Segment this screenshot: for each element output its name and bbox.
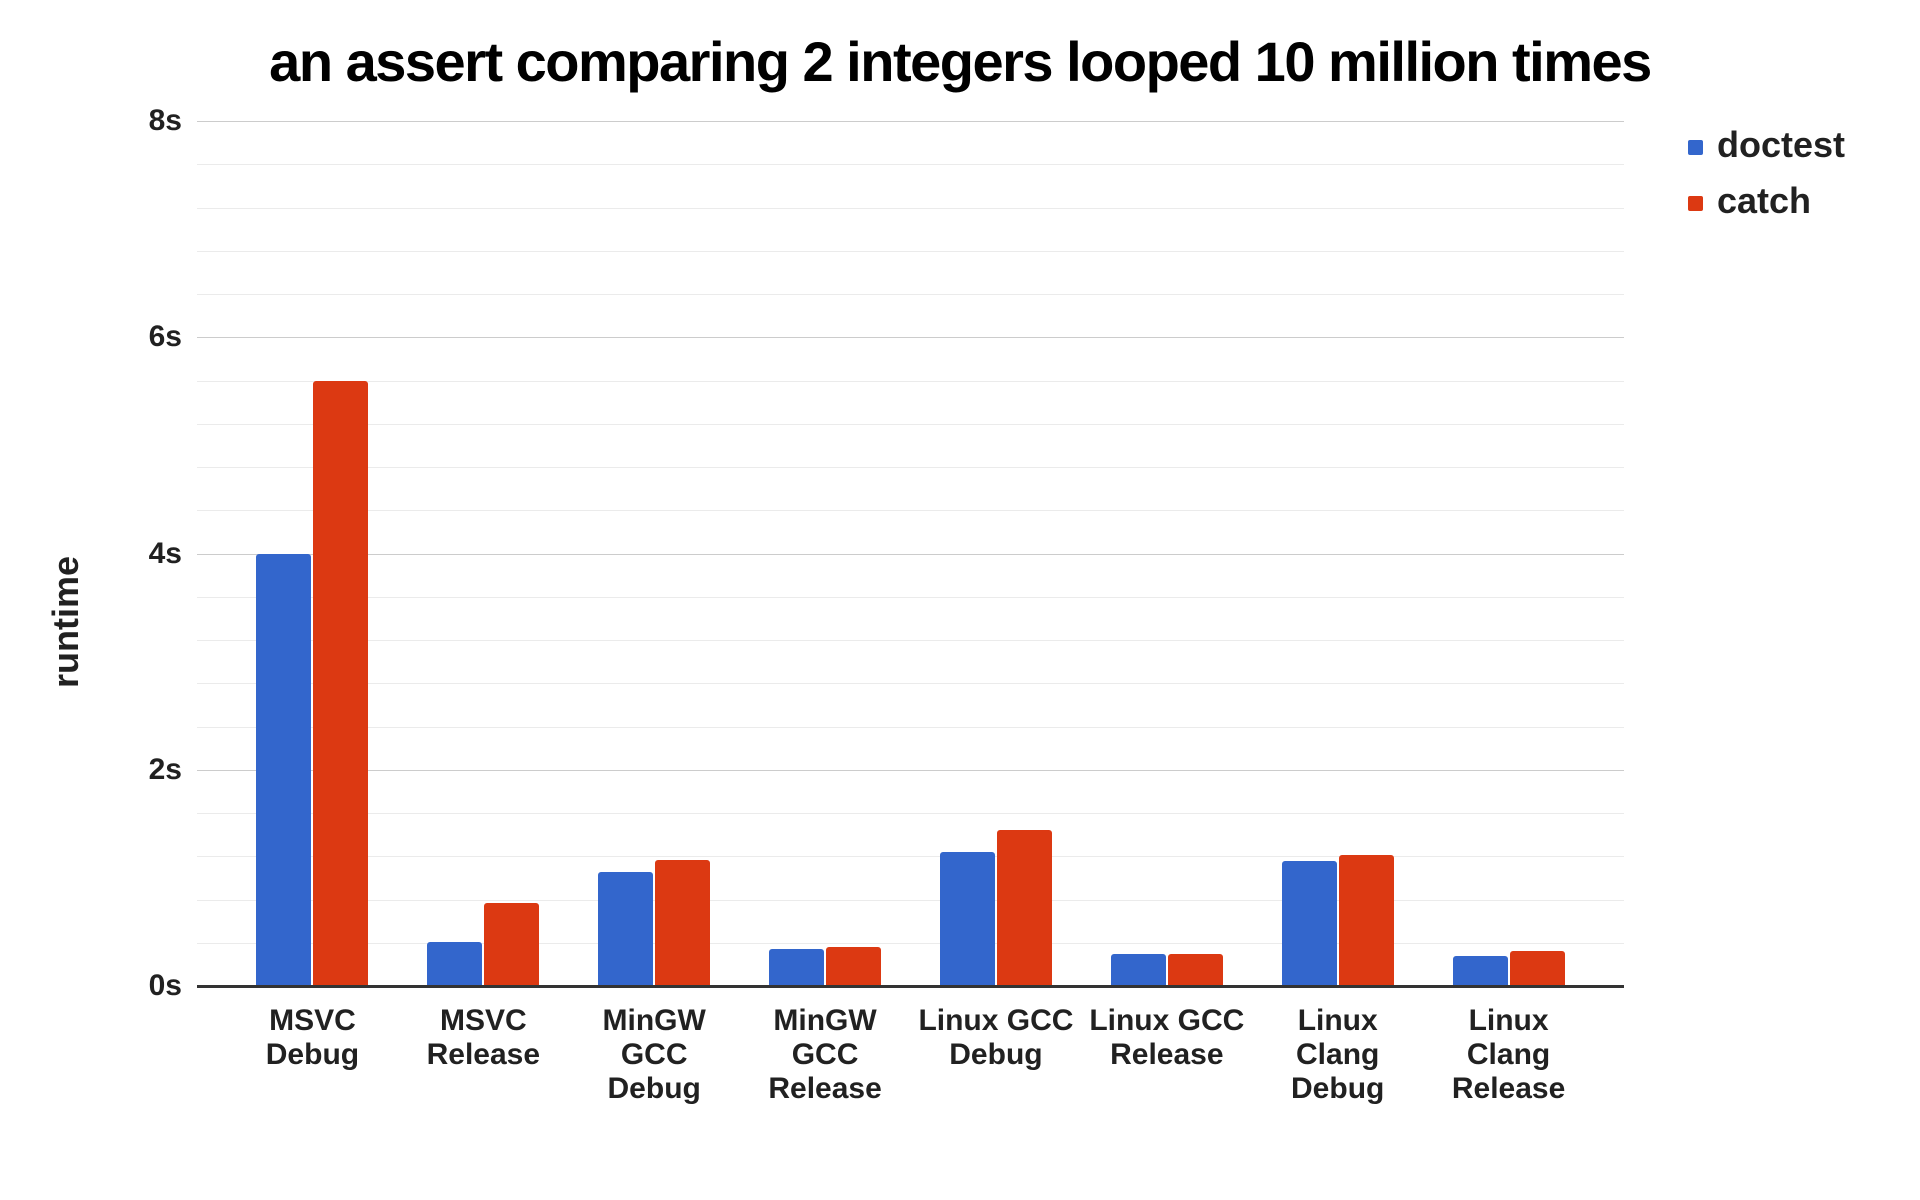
y-tick-label: 0s: [148, 969, 182, 1002]
bar-catch: [484, 902, 540, 986]
legend-label: doctest: [1717, 124, 1846, 165]
bar-doctest: [427, 941, 483, 986]
bar-group: [227, 121, 398, 986]
bar-group: [911, 121, 1082, 986]
minor-gridline: [197, 294, 1624, 295]
x-axis-line: [197, 985, 1624, 988]
x-axis-labels: MSVC Debug MSVC Release MinGW GCC Debug Min…: [197, 1004, 1624, 1106]
minor-gridline: [197, 942, 1624, 944]
bar-doctest: [1281, 860, 1337, 986]
minor-gridline: [197, 207, 1624, 209]
bar-catch: [1509, 951, 1565, 986]
bar-group: [1252, 121, 1423, 986]
minor-gridline: [197, 813, 1624, 814]
minor-gridline: [197, 164, 1624, 166]
x-category-label: MinGW GCC Debug: [602, 1004, 706, 1105]
x-category-label: Linux GCC Debug: [918, 1004, 1074, 1071]
minor-gridline: [197, 423, 1624, 425]
bar-group: [740, 121, 911, 986]
minor-gridline: [197, 467, 1624, 468]
legend: doctest catch: [1688, 124, 1845, 236]
major-gridline: [197, 769, 1624, 771]
bar-catch: [996, 830, 1052, 986]
bar-catch: [1338, 855, 1394, 986]
y-axis-tick-labels: 8s 6s 4s 2s 0s: [0, 0, 182, 1200]
bar-doctest: [598, 872, 654, 986]
minor-gridline: [197, 856, 1624, 858]
major-gridline: [197, 337, 1624, 339]
y-tick-label: 6s: [148, 320, 182, 354]
x-category-label: Linux Clang Release: [1451, 1004, 1566, 1105]
bar-catch: [313, 380, 369, 986]
bar-group: [398, 121, 569, 986]
chart-title: an assert comparing 2 integers looped 10…: [269, 30, 1652, 93]
bar-doctest: [256, 553, 312, 986]
bar-group: [1423, 121, 1594, 986]
y-tick-label: 4s: [148, 536, 182, 570]
bar-group: [569, 121, 740, 986]
bar-doctest: [1110, 953, 1166, 986]
legend-swatch-icon: [1688, 139, 1703, 155]
bar-doctest: [769, 949, 825, 986]
minor-gridline: [197, 596, 1624, 598]
minor-gridline: [197, 380, 1624, 382]
minor-gridline: [197, 510, 1624, 512]
bar-group: [1081, 121, 1252, 986]
bar-catch: [655, 859, 711, 986]
x-category-label: MSVC Release: [426, 1004, 541, 1071]
x-category-label: MinGW GCC Release: [768, 1004, 882, 1105]
x-category-label: Linux Clang Debug: [1291, 1004, 1385, 1105]
minor-gridline: [197, 250, 1624, 252]
minor-gridline: [197, 640, 1624, 641]
minor-gridline: [197, 899, 1624, 901]
x-category-label: Linux GCC Release: [1089, 1004, 1245, 1071]
legend-item-doctest: doctest: [1688, 124, 1845, 166]
major-gridline: [197, 553, 1624, 555]
plot-area: [197, 121, 1624, 988]
bar-catch: [826, 947, 882, 986]
x-category-label: MSVC Debug: [265, 1004, 360, 1071]
legend-item-catch: catch: [1688, 180, 1845, 222]
legend-swatch-icon: [1688, 195, 1703, 211]
minor-gridline: [197, 726, 1624, 728]
legend-label: catch: [1717, 180, 1812, 221]
y-tick-label: 2s: [148, 752, 182, 786]
y-tick-label: 8s: [148, 104, 182, 137]
bar-doctest: [1452, 955, 1508, 986]
bar-catch: [1167, 953, 1223, 986]
bar-doctest: [939, 851, 995, 986]
bar-groups: [197, 121, 1624, 986]
minor-gridline: [197, 683, 1624, 685]
major-gridline: [197, 121, 1624, 122]
